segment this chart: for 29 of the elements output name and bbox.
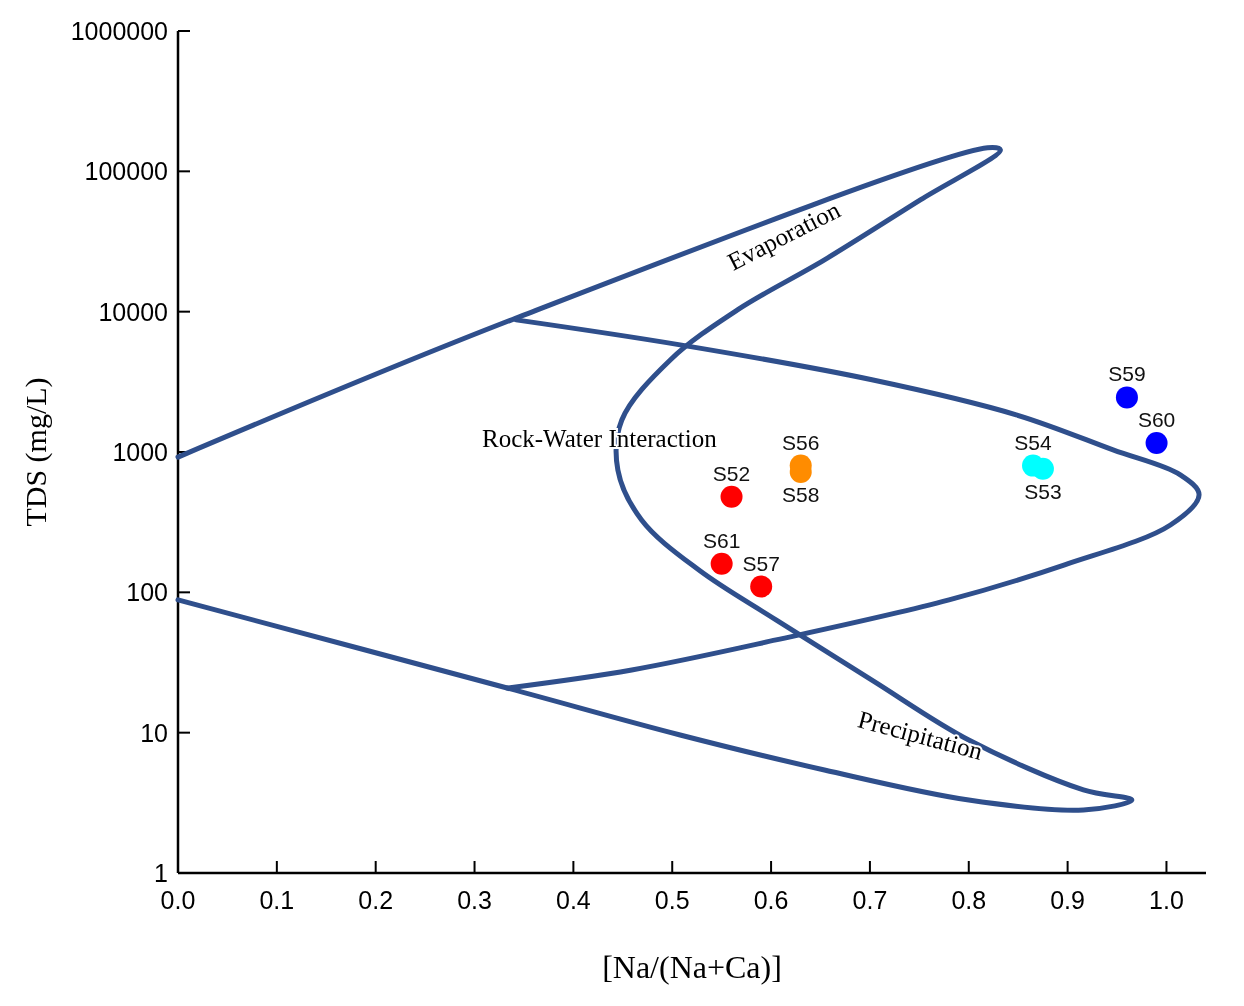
series-label: S57 [742, 551, 780, 575]
x-axis-title: [Na/(Na+Ca)] [602, 949, 782, 985]
x-tick-label: 1.0 [1149, 886, 1184, 914]
y-tick-label: 1000 [112, 438, 168, 466]
y-tick-label: 100000 [84, 157, 168, 186]
series-label: S61 [702, 528, 741, 552]
series-label: S58 [782, 483, 820, 507]
series-label: S54 [1014, 430, 1053, 454]
x-tick-label: 0.6 [753, 886, 789, 914]
y-tick-label: 10000 [98, 297, 168, 326]
x-tick-label: 0.3 [457, 886, 492, 914]
x-tick-label: 0.9 [1050, 886, 1085, 914]
y-tick-label: 1000000 [70, 17, 168, 45]
x-tick-label: 0.4 [556, 886, 591, 914]
series-label: S59 [1108, 362, 1146, 386]
x-tick-label: 0.2 [358, 886, 394, 914]
series-label: S53 [1024, 479, 1062, 503]
x-tick-label: 0.7 [852, 886, 888, 914]
series-label: S56 [782, 430, 820, 454]
x-tick-label: 0.0 [160, 886, 196, 914]
x-tick-label: 0.8 [951, 886, 987, 914]
x-tick-label: 0.5 [654, 886, 690, 914]
y-tick-label: 1 [154, 859, 168, 887]
x-tick-label: 0.1 [259, 886, 295, 914]
y-axis-title: TDS (mg/L) [19, 377, 53, 527]
series-label: S52 [712, 461, 751, 485]
y-tick-label: 10 [140, 718, 168, 747]
series-label: S60 [1137, 407, 1176, 431]
y-tick-label: 100 [126, 578, 168, 607]
